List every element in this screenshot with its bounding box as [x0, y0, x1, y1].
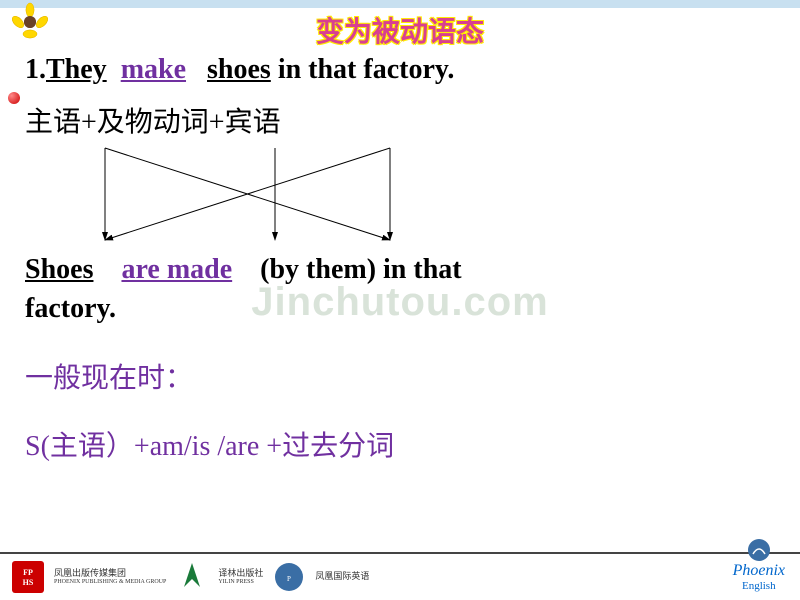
logo-yilin	[174, 559, 210, 595]
top-border	[0, 0, 800, 8]
formula: S(主语）+am/is /are +过去分词	[25, 424, 780, 464]
num: 1.	[25, 54, 46, 85]
word-are-made: are made	[121, 254, 232, 285]
sentence2-rest2: factory.	[25, 293, 116, 324]
transformation-arrows	[25, 140, 780, 250]
logo2-text: 译林出版社 YILIN PRESS	[218, 569, 263, 585]
phoenix-logo-right: Phoenix English	[733, 538, 785, 592]
bullet-dot	[8, 92, 20, 104]
word-they: They	[46, 54, 107, 85]
logo1-label: 凤凰出版传媒集团	[54, 569, 166, 579]
logo2-label: 译林出版社	[218, 569, 263, 579]
logo-phoenix-small: P	[271, 559, 307, 595]
sentence1-rest: in that factory.	[278, 54, 455, 85]
footer: FPHS 凤凰出版传媒集团 PHOENIX PUBLISHING & MEDIA…	[0, 552, 800, 600]
svg-text:HS: HS	[23, 578, 34, 587]
slide-title: 变为被动语态	[0, 10, 800, 50]
logo-fphs: FPHS	[10, 559, 46, 595]
sentence2-rest1: (by them) in that	[260, 254, 461, 285]
svg-text:FP: FP	[23, 568, 33, 577]
content-area: 1.They make shoes in that factory. 主语+及物…	[0, 54, 800, 464]
logo3-text: 凤凰国际英语	[315, 572, 369, 582]
word-shoes: shoes	[207, 54, 271, 85]
grammar-structure-1: 主语+及物动词+宾语	[25, 100, 780, 140]
sentence-passive: Shoes are made (by them) in that factory.	[25, 250, 780, 328]
sentence-active: 1.They make shoes in that factory.	[25, 54, 780, 86]
phoenix-sub: English	[733, 580, 785, 592]
phoenix-brand: Phoenix	[733, 562, 785, 580]
footer-logos: FPHS 凤凰出版传媒集团 PHOENIX PUBLISHING & MEDIA…	[10, 559, 369, 595]
sunflower-decoration	[10, 2, 50, 42]
tense-label: 一般现在时：	[25, 356, 780, 396]
word-make: make	[121, 54, 186, 85]
logo1-sub: PHOENIX PUBLISHING & MEDIA GROUP	[54, 579, 166, 586]
svg-text:P: P	[287, 575, 291, 583]
logo2-sub: YILIN PRESS	[218, 579, 263, 586]
logo1-text: 凤凰出版传媒集团 PHOENIX PUBLISHING & MEDIA GROU…	[54, 569, 166, 585]
word-shoes-2: Shoes	[25, 254, 93, 285]
